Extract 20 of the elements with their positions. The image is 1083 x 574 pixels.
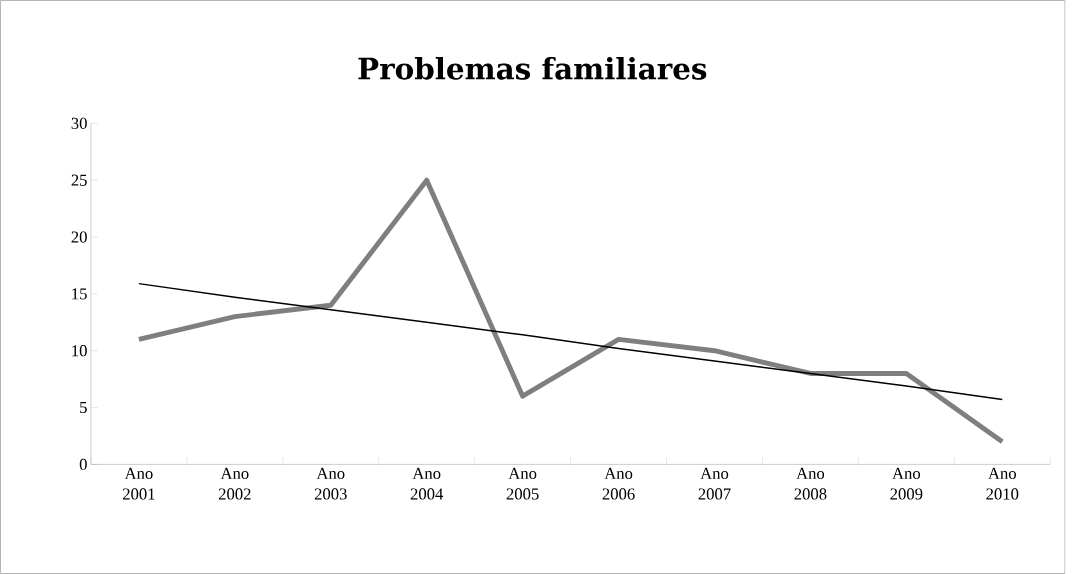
chart-title: Problemas familiares	[358, 56, 707, 80]
y-tick-label: 15	[72, 288, 87, 300]
x-tick-label: Ano 2004	[410, 467, 444, 500]
y-tick-label: 30	[71, 117, 87, 129]
x-tick-label: Ano 2008	[794, 467, 827, 500]
y-tick-label: 10	[72, 345, 87, 357]
x-tick-label: Ano 2003	[314, 467, 347, 500]
x-tick-label: Ano 2001	[122, 467, 155, 500]
x-tick-label: Ano 2006	[602, 467, 635, 500]
y-tick-label: 5	[80, 402, 87, 414]
y-tick-label: 20	[71, 231, 87, 243]
x-tick-label: Ano 2010	[986, 467, 1019, 500]
y-tick-label: 25	[71, 174, 87, 186]
line-series	[136, 177, 1005, 445]
y-tick-label: 0	[79, 458, 87, 471]
x-tick-label: Ano 2002	[218, 467, 251, 500]
x-tick-label: Ano 2005	[506, 467, 539, 500]
x-tick-label: Ano 2007	[698, 467, 731, 500]
line-series	[138, 282, 1004, 401]
x-tick-label: Ano 2009	[890, 467, 923, 500]
